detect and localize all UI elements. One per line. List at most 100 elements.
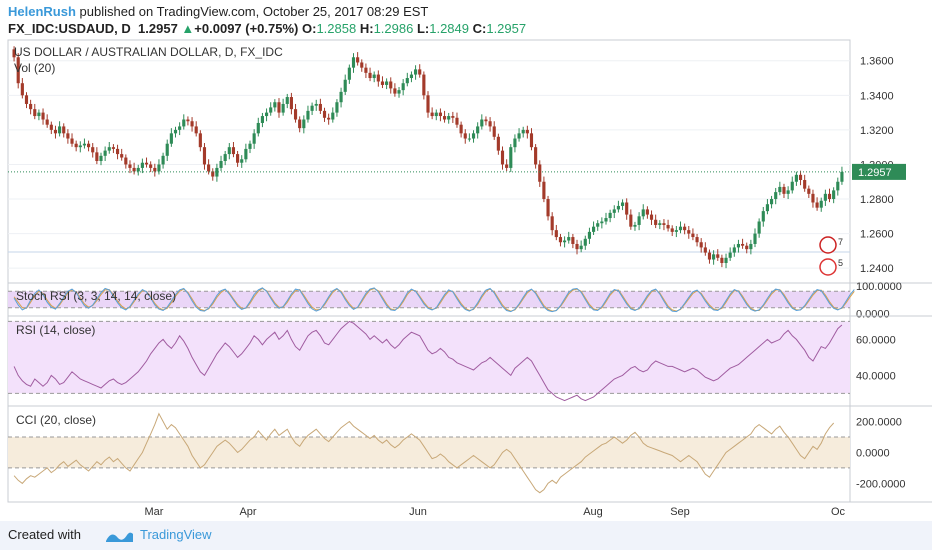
candle-body (782, 186, 786, 194)
candle-body (318, 103, 322, 111)
candle-body (107, 147, 111, 151)
candle-body (95, 152, 99, 161)
indicator-band (8, 436, 850, 468)
candle-body (769, 199, 774, 205)
author-name[interactable]: HelenRush (8, 4, 76, 19)
candle-body (484, 119, 488, 122)
candle-body (302, 119, 306, 129)
time-axis-tick: Mar (145, 506, 164, 518)
candle-body (819, 200, 823, 208)
candle-body (91, 147, 95, 153)
candle-body (633, 224, 637, 227)
candle-body (165, 143, 169, 156)
candle-body (745, 245, 749, 250)
indicator-band (8, 321, 850, 394)
candle-body (173, 129, 178, 134)
candle-body (252, 133, 256, 144)
up-arrow-icon: ▲ (181, 21, 195, 36)
candle-body (728, 252, 732, 258)
indicator-label: CCI (20, close) (16, 413, 96, 427)
candle-body (649, 214, 654, 220)
indicator-axis-tick: 40.0000 (856, 370, 896, 382)
candle-body (310, 105, 314, 111)
candle-body (115, 148, 120, 155)
candle-body (442, 116, 447, 120)
candle-body (62, 126, 66, 134)
candle-body (517, 133, 521, 139)
publish-info: HelenRush published on TradingView.com, … (8, 4, 428, 19)
candle-body (815, 202, 819, 208)
indicator-axis-tick: 0.0000 (856, 447, 890, 459)
open-value: 1.2858 (316, 21, 357, 36)
candle-body (418, 69, 422, 75)
candle-body (194, 126, 198, 134)
candle-body (29, 103, 33, 110)
candle-body (178, 126, 182, 130)
candle-body (716, 254, 720, 258)
candle-body (538, 164, 542, 182)
candle-body (260, 116, 265, 123)
candle-body (604, 218, 608, 222)
candle-body (277, 102, 281, 113)
candle-body (505, 164, 509, 168)
candle-body (600, 221, 604, 224)
candle-body (157, 164, 161, 172)
candle-body (74, 143, 78, 148)
candle-body (186, 119, 190, 122)
symbol: FX_IDC:USDAUD, D (8, 21, 131, 36)
candle-body (231, 147, 236, 155)
price-chart[interactable]: 1.36001.34001.32001.30001.28001.26001.24… (0, 0, 932, 521)
candle-body (695, 237, 699, 243)
candle-body (244, 148, 248, 160)
open-label: O: (302, 21, 317, 36)
candle-body (500, 150, 505, 165)
candle-body (405, 78, 409, 84)
candle-body (149, 164, 153, 168)
low-value: 1.2849 (429, 21, 469, 36)
candle-body (612, 209, 616, 213)
candle-body (678, 226, 683, 231)
candle-body (153, 167, 157, 172)
indicator-axis-tick: 100.0000 (856, 281, 902, 293)
candle-body (198, 133, 202, 148)
candle-body (356, 57, 360, 63)
candle-body (335, 102, 339, 113)
high-value: 1.2986 (373, 21, 414, 36)
candle-body (140, 162, 144, 168)
candle-body (471, 133, 476, 139)
candle-body (248, 143, 252, 149)
candle-body (691, 233, 695, 238)
candle-body (393, 88, 397, 94)
candle-body (409, 74, 414, 79)
low-label: L: (416, 21, 430, 36)
price-axis-tick: 1.2400 (860, 263, 894, 275)
candle-body (70, 138, 74, 144)
candle-body (99, 155, 103, 161)
candle-body (380, 81, 385, 85)
candle-body (447, 116, 451, 120)
price-axis-tick: 1.3200 (860, 125, 894, 137)
candle-body (749, 243, 753, 250)
candle-body (476, 126, 480, 134)
candle-body (765, 204, 769, 212)
candle-body (414, 69, 418, 75)
indicator-axis-tick: 60.0000 (856, 334, 896, 346)
candle-body (434, 112, 438, 117)
candle-body (82, 143, 87, 146)
candle-body (674, 230, 678, 232)
indicator-axis-tick: 0.0000 (856, 308, 890, 320)
candle-body (169, 133, 173, 144)
candle-body (641, 209, 645, 217)
tradingview-brand[interactable]: TradingView (140, 527, 212, 542)
candle-body (430, 112, 434, 117)
event-count: 5 (838, 258, 843, 268)
candle-body (45, 119, 49, 125)
candle-body (712, 254, 716, 260)
time-axis-tick: Jun (409, 506, 427, 518)
candle-body (368, 72, 372, 79)
tradingview-logo-icon[interactable] (104, 528, 134, 544)
candle-body (662, 223, 666, 225)
candle-body (542, 181, 546, 200)
candle-body (219, 161, 223, 168)
price-axis-tick: 1.3600 (860, 56, 894, 68)
